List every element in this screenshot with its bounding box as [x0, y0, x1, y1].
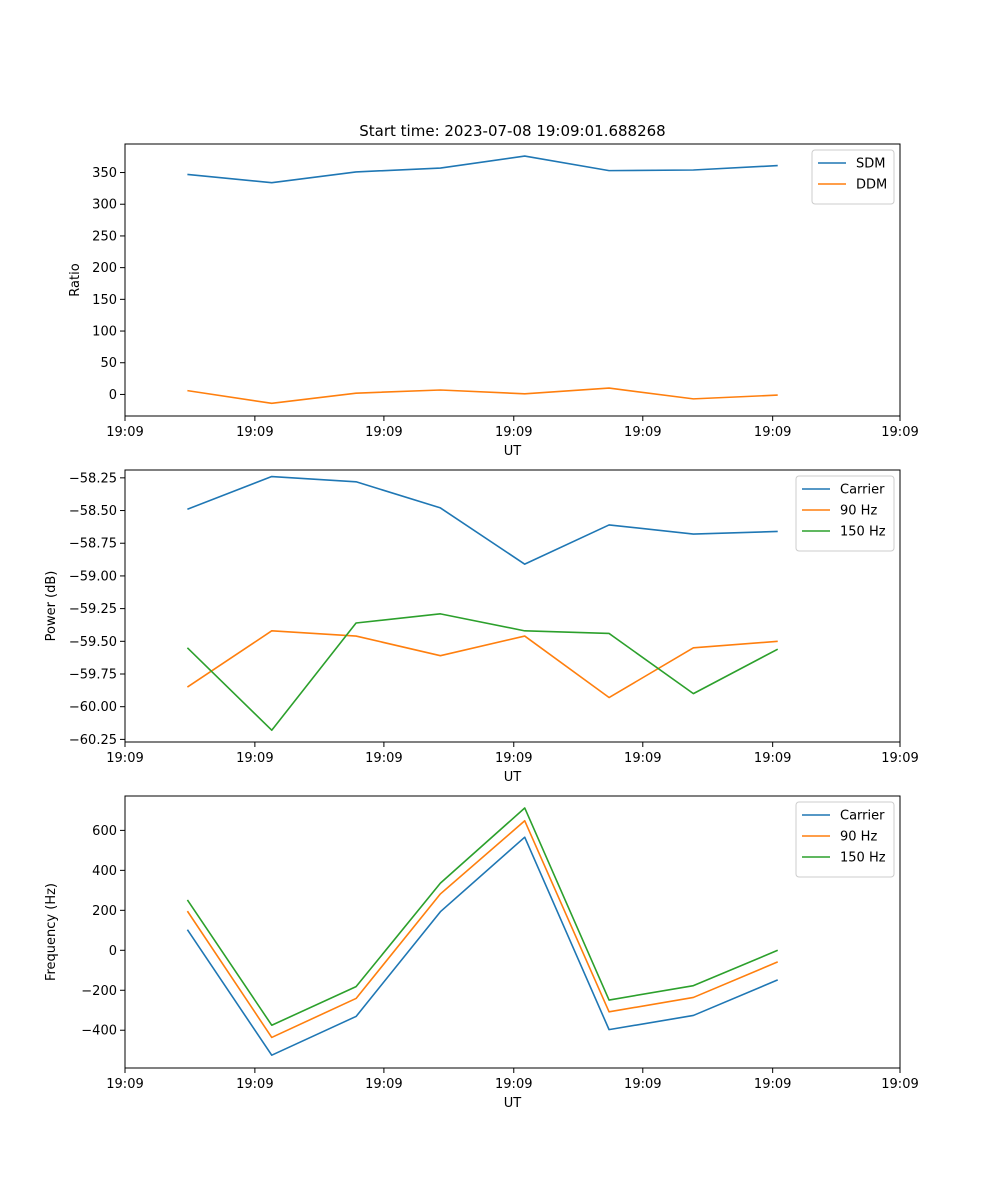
legend-label-90-hz: 90 Hz	[840, 830, 877, 845]
panel-power: −60.25 −60.00 −59.75 −59.50 −59.25 −59.00 −58.…	[44, 469, 919, 785]
panel-ratio: 0 50 100 150 200 250 300 350 19:09 19:09 19:09 19:0…	[68, 143, 919, 459]
y-tick-label: 50	[100, 356, 117, 371]
y-tick-label: −200	[81, 984, 117, 999]
y-tick-label: 600	[92, 824, 117, 839]
y-tick-label: 350	[92, 166, 117, 181]
legend: SDM DDM	[811, 149, 895, 205]
x-tick-label: 19:09	[624, 1077, 661, 1092]
x-tick-label: 19:09	[106, 751, 143, 766]
legend-box	[795, 475, 895, 552]
y-tick-label: −59.75	[69, 668, 117, 683]
plot-frame	[124, 469, 901, 743]
y-axis-label: Power (dB)	[44, 571, 59, 642]
x-axis-label: UT	[504, 770, 522, 785]
series-line-ddm	[187, 387, 778, 405]
legend-label-150-hz: 150 Hz	[840, 851, 886, 866]
x-tick-label: 19:09	[365, 751, 402, 766]
legend: Carrier 90 Hz 150 Hz	[795, 801, 895, 878]
series-line-carrier	[187, 475, 778, 565]
x-tick-label: 19:09	[365, 1077, 402, 1092]
y-tick-label: 250	[92, 229, 117, 244]
x-tick-label: 19:09	[881, 751, 918, 766]
figure-title: Start time: 2023-07-08 19:09:01.688268	[359, 122, 665, 140]
series-line-90-hz	[186, 630, 778, 699]
y-tick-label: −59.50	[69, 635, 117, 650]
legend-label-carrier: Carrier	[840, 809, 885, 824]
x-tick-label: 19:09	[495, 425, 532, 440]
legend-label-sdm: SDM	[856, 157, 885, 172]
x-tick-label: 19:09	[881, 1077, 918, 1092]
x-tick-label: 19:09	[236, 425, 273, 440]
x-tick-label: 19:09	[754, 1077, 791, 1092]
y-axis-label: Ratio	[68, 263, 83, 296]
x-tick-label: 19:09	[236, 751, 273, 766]
y-tick-label: 0	[109, 944, 117, 959]
x-tick-label: 19:09	[106, 425, 143, 440]
legend-box	[795, 801, 895, 878]
x-axis-label: UT	[504, 444, 522, 459]
legend-label-90-hz: 90 Hz	[840, 504, 877, 519]
x-tick-label: 19:09	[624, 425, 661, 440]
x-tick-label: 19:09	[495, 751, 532, 766]
legend-label-carrier: Carrier	[840, 483, 885, 498]
x-tick-label: 19:09	[754, 425, 791, 440]
y-tick-label: 200	[92, 261, 117, 276]
y-tick-label: 300	[92, 198, 117, 213]
series-line-sdm	[187, 155, 778, 184]
legend: Carrier 90 Hz 150 Hz	[795, 475, 895, 552]
x-tick-label: 19:09	[881, 425, 918, 440]
x-tick-label: 19:09	[106, 1077, 143, 1092]
plot-frame	[124, 795, 901, 1069]
y-tick-label: 400	[92, 864, 117, 879]
legend-label-ddm: DDM	[856, 178, 887, 193]
y-tick-label: −58.25	[69, 471, 117, 486]
x-axis-label: UT	[504, 1096, 522, 1111]
y-tick-label: −60.25	[69, 733, 117, 748]
x-tick-label: 19:09	[365, 425, 402, 440]
x-tick-label: 19:09	[754, 751, 791, 766]
x-tick-label: 19:09	[495, 1077, 532, 1092]
y-tick-label: −60.00	[69, 700, 117, 715]
y-tick-label: −59.00	[69, 569, 117, 584]
series-line-90-hz	[186, 819, 779, 1039]
x-tick-label: 19:09	[624, 751, 661, 766]
y-axis-label: Frequency (Hz)	[44, 883, 59, 981]
series-line-150-hz	[186, 807, 779, 1027]
series-line-carrier	[186, 836, 779, 1057]
y-tick-label: 150	[92, 293, 117, 308]
y-tick-label: 0	[109, 388, 117, 403]
x-tick-label: 19:09	[236, 1077, 273, 1092]
y-tick-label: −59.25	[69, 602, 117, 617]
y-tick-label: 200	[92, 904, 117, 919]
y-tick-label: −58.50	[69, 504, 117, 519]
y-tick-label: −400	[81, 1024, 117, 1039]
panel-frequency: −400 −200 0 200 400 600 19:09 19:09 19:09 19:09 19…	[44, 795, 919, 1111]
legend-label-150-hz: 150 Hz	[840, 525, 886, 540]
series-line-150-hz	[186, 613, 779, 732]
y-tick-label: 100	[92, 325, 117, 340]
y-tick-label: −58.75	[69, 537, 117, 552]
plot-frame	[124, 143, 901, 417]
